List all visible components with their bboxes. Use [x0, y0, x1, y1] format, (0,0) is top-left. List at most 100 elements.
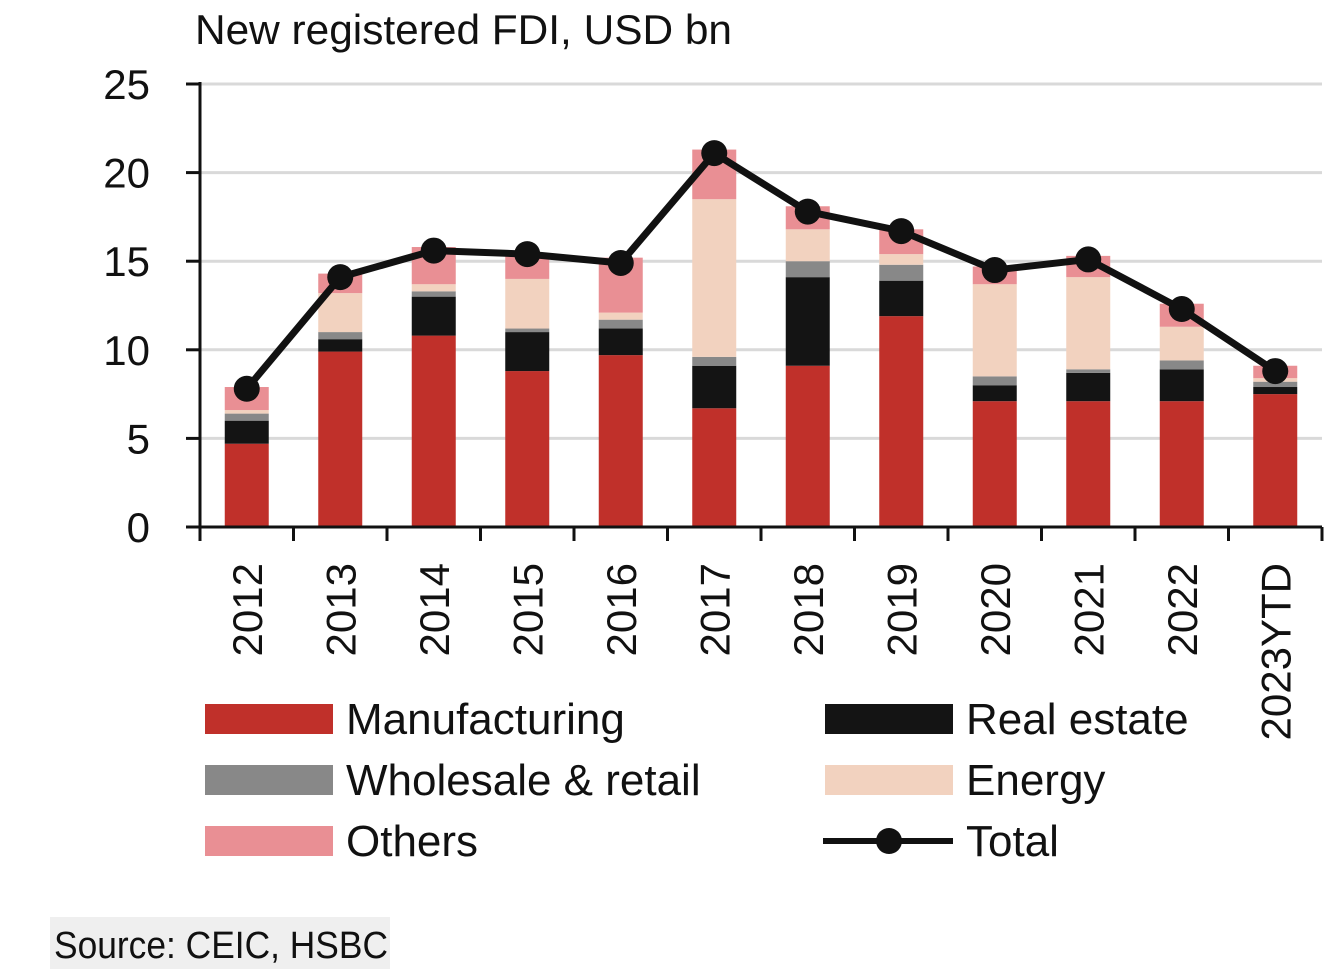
source-box [50, 917, 390, 969]
y-tick-label: 25 [103, 61, 150, 108]
total-line-path [244, 149, 1278, 392]
x-tick-label: 2012 [224, 563, 271, 656]
legend-marker-total [876, 828, 902, 854]
total-point-2016 [607, 249, 634, 276]
y-tick-label: 10 [103, 327, 150, 374]
y-tick-label: 0 [127, 504, 150, 551]
bar-real-estate-2023YTD [1253, 387, 1298, 395]
x-tick-labels: 2012 2013 2014 2015 2016 2017 2018 2019 2020 2021… [224, 563, 1300, 740]
total-point-2023YTD [1262, 358, 1289, 385]
bar-wholesale-retail-2023YTD [1253, 381, 1298, 388]
x-tick-label: 2015 [504, 563, 551, 656]
total-point-2020 [981, 257, 1008, 284]
bar-manufacturing-2017 [692, 408, 737, 527]
bar-energy-2015 [505, 278, 550, 329]
bar-manufacturing-2013 [318, 351, 363, 527]
bar-real-estate-2022 [1159, 369, 1204, 402]
bar-manufacturing-2014 [411, 335, 456, 527]
bar-energy-2020 [972, 284, 1017, 377]
x-tick-label: 2013 [317, 563, 364, 656]
bar-energy-2018 [785, 229, 830, 262]
source-note: Source: CEIC, HSBC [54, 925, 388, 967]
gridlines [200, 82, 1322, 440]
bar-manufacturing-2015 [505, 371, 550, 527]
x-tick-label: 2020 [972, 563, 1019, 656]
bar-energy-2014 [411, 284, 456, 292]
total-point-2015 [514, 241, 541, 268]
bars [224, 149, 1298, 527]
bar-manufacturing-2019 [879, 316, 924, 527]
bar-manufacturing-2020 [972, 401, 1017, 527]
legend-label-total: Total [966, 817, 1059, 866]
legend-label-wholesale-retail: Wholesale & retail [346, 756, 701, 805]
axes [186, 82, 1324, 541]
bar-manufacturing-2022 [1159, 401, 1204, 527]
bar-others-2015 [505, 255, 550, 279]
bar-real-estate-2019 [879, 280, 924, 317]
legend-swatch-others [205, 826, 333, 856]
bar-real-estate-2014 [411, 296, 456, 336]
bar-wholesale-retail-2018 [785, 261, 830, 278]
total-point-2018 [794, 198, 821, 225]
total-point-2013 [327, 264, 354, 291]
x-tick-label: 2019 [878, 563, 925, 656]
bar-wholesale-retail-2021 [1066, 369, 1111, 373]
total-point-2022 [1168, 296, 1195, 323]
chart-title: New registered FDI, USD bn [195, 6, 732, 53]
total-point-2019 [888, 218, 915, 245]
x-tick-label: 2016 [598, 563, 645, 656]
legend-swatch-wholesale-retail [205, 765, 333, 795]
total-point-2012 [233, 375, 260, 402]
bar-real-estate-2018 [785, 277, 830, 366]
bar-energy-2019 [879, 254, 924, 265]
x-tick-label: 2014 [411, 563, 458, 656]
bar-energy-2012 [224, 410, 269, 414]
total-line [233, 140, 1289, 402]
bar-real-estate-2015 [505, 332, 550, 372]
bar-real-estate-2021 [1066, 372, 1111, 402]
bar-wholesale-retail-2014 [411, 291, 456, 297]
bar-wholesale-retail-2020 [972, 376, 1017, 386]
total-point-2014 [420, 237, 447, 264]
legend-swatch-real-estate [825, 704, 953, 734]
y-tick-label: 5 [127, 415, 150, 462]
bar-real-estate-2020 [972, 385, 1017, 402]
bar-manufacturing-2016 [598, 355, 643, 527]
x-tick-label: 2023YTD [1252, 563, 1299, 740]
x-tick-label: 2021 [1065, 563, 1112, 656]
total-point-2017 [701, 140, 728, 167]
bar-manufacturing-2021 [1066, 401, 1111, 527]
bar-energy-2022 [1159, 326, 1204, 361]
bar-real-estate-2013 [318, 339, 363, 352]
bar-wholesale-retail-2012 [224, 413, 269, 421]
bar-wholesale-retail-2022 [1159, 360, 1204, 370]
bar-wholesale-retail-2019 [879, 264, 924, 281]
bar-wholesale-retail-2015 [505, 328, 550, 333]
bar-wholesale-retail-2017 [692, 356, 737, 366]
legend-label-others: Others [346, 817, 478, 866]
legend-label-manufacturing: Manufacturing [346, 695, 625, 744]
bar-wholesale-retail-2016 [598, 319, 643, 329]
bar-real-estate-2012 [224, 420, 269, 444]
bar-real-estate-2016 [598, 328, 643, 356]
y-tick-labels: 0 5 10 15 20 25 [103, 61, 150, 551]
bar-energy-2016 [598, 312, 643, 320]
y-tick-label: 15 [103, 238, 150, 285]
legend: Manufacturing Real estate Wholesale & reta… [205, 695, 1189, 866]
legend-label-energy: Energy [966, 756, 1105, 805]
bar-manufacturing-2012 [224, 443, 269, 527]
bar-manufacturing-2018 [785, 365, 830, 527]
x-tick-label: 2018 [785, 563, 832, 656]
x-tick-label: 2017 [691, 563, 738, 656]
bar-energy-2017 [692, 199, 737, 357]
bar-wholesale-retail-2013 [318, 332, 363, 340]
bar-real-estate-2017 [692, 365, 737, 409]
x-tick-label: 2022 [1159, 563, 1206, 656]
total-point-2021 [1075, 246, 1102, 273]
y-tick-label: 20 [103, 150, 150, 197]
bar-energy-2021 [1066, 277, 1111, 370]
legend-label-real-estate: Real estate [966, 695, 1189, 744]
legend-swatch-manufacturing [205, 704, 333, 734]
bar-manufacturing-2023YTD [1253, 394, 1298, 527]
